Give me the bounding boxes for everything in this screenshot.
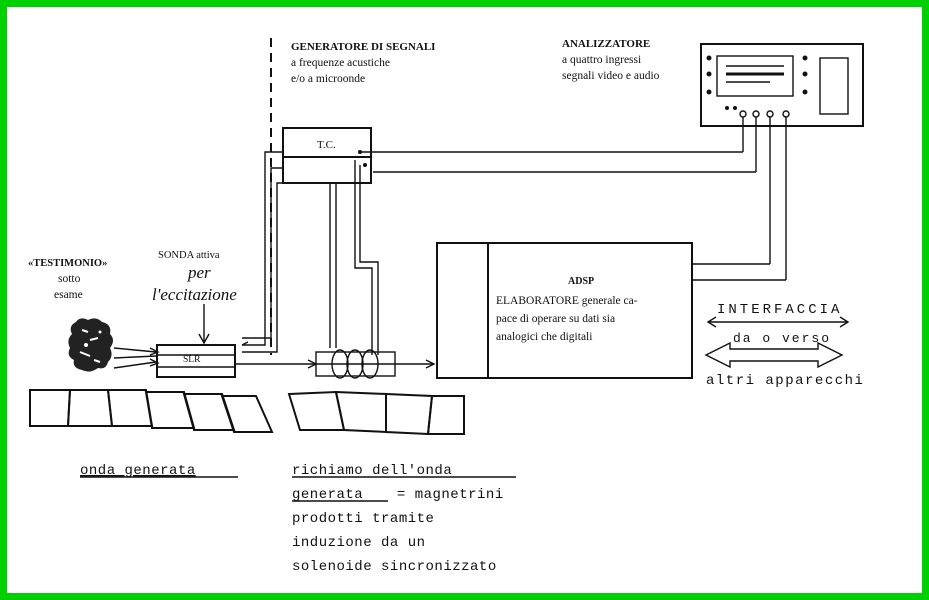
adsp-line3: analogici che digitali: [496, 331, 592, 343]
interface-arrow-thin: [706, 316, 850, 328]
slr-label: SLR: [183, 355, 201, 365]
wave-panels-left: [29, 389, 274, 433]
adsp-line1: ELABORATORE generale ca-: [496, 295, 638, 307]
tc-box: [282, 127, 372, 184]
recall-line1: richiamo dell'onda: [292, 463, 452, 479]
tc-analyzer-wires: [358, 117, 757, 173]
tc-slr-wires: [241, 151, 293, 353]
analyzer-line1: a quattro ingressi: [562, 54, 641, 66]
probe-hand2: l'eccitazione: [152, 285, 237, 304]
adsp-analyzer-wires: [692, 117, 787, 281]
interface-sub1: da o verso: [733, 331, 831, 346]
generator-line1: a frequenze acustiche: [291, 57, 390, 69]
interface-title: INTERFACCIA: [717, 302, 842, 318]
wave-caption: onda generata: [80, 463, 196, 479]
recall-line2-rest: = magnetrini: [388, 487, 504, 503]
probe-arrow: [198, 304, 210, 345]
witness-line3: esame: [54, 289, 83, 301]
tc-label: T.C.: [317, 139, 336, 151]
wave-panels-right: [287, 390, 465, 436]
probe-hand1: per: [187, 263, 211, 282]
recall-line3: prodotti tramite: [292, 511, 434, 527]
recall-line5: solenoide sincronizzato: [292, 559, 497, 575]
sample-slr-arrows: [113, 347, 160, 369]
tc-solenoid-wires: [329, 160, 379, 355]
witness-line1: «TESTIMONIO»: [28, 258, 107, 269]
solenoid-icon: [315, 349, 396, 379]
witness-line2: sotto: [58, 273, 81, 285]
analyzer-line2: segnali video e audio: [562, 70, 660, 82]
recall-line2-underlined: generata: [292, 487, 363, 503]
recall-line4: induzione da un: [292, 535, 426, 551]
interface-sub2: altri apparecchi: [706, 373, 864, 389]
analyzer-title: ANALIZZATORE: [562, 38, 650, 50]
slr-box: [156, 344, 236, 378]
adsp-box: [436, 242, 693, 379]
adsp-line2: pace di operare su dati sia: [496, 313, 615, 325]
analyzer-device: [700, 43, 864, 127]
adsp-title: ADSP: [568, 276, 594, 287]
probe-title: SONDA attiva: [158, 250, 220, 261]
generator-line2: e/o a microonde: [291, 73, 365, 85]
interface-arrow-double: [704, 341, 844, 369]
witness-sample-icon: [68, 318, 113, 372]
generator-title: GENERATORE DI SEGNALI: [291, 41, 435, 53]
